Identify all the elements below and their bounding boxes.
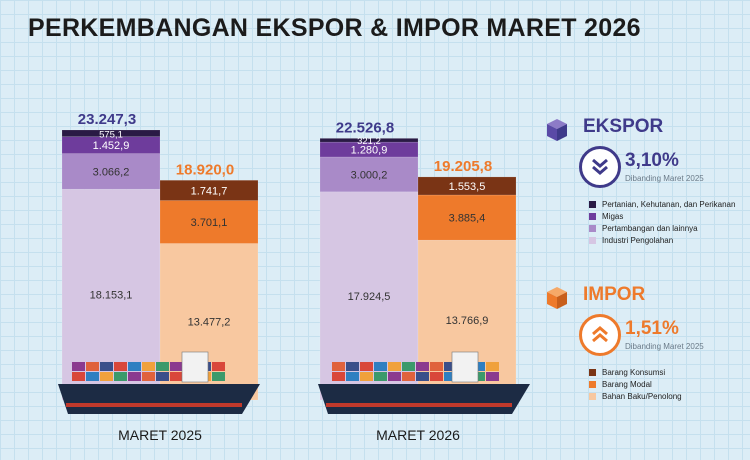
impor-legend: IMPOR 1,51% Dibanding Maret 2025 Barang … [543, 282, 748, 401]
ekspor-legend: EKSPOR 3,10% Dibanding Maret 2025 Pertan… [543, 114, 748, 245]
impor-header: IMPOR [543, 282, 748, 312]
data-label: 575,1 [99, 129, 123, 140]
ekspor-label: EKSPOR [583, 116, 664, 137]
legend-item-label: Barang Konsumsi [602, 367, 666, 377]
category-label: MARET 2025 [118, 427, 202, 443]
chevrons-down-icon [579, 146, 621, 188]
ekspor-compare: Dibanding Maret 2025 [625, 174, 704, 183]
legend-item-label: Barang Modal [602, 379, 652, 389]
bar-segment [417, 176, 517, 196]
data-label: 13.477,2 [188, 317, 231, 329]
data-label: 17.924,5 [348, 291, 391, 303]
impor-cube-icon [547, 287, 567, 309]
legend-item: Industri Pengolahan [589, 234, 735, 246]
data-label: 3.701,1 [191, 217, 228, 229]
legend-swatch [589, 212, 596, 220]
legend-swatch [589, 200, 596, 208]
legend-swatch [589, 368, 596, 376]
ekspor-header: EKSPOR [543, 114, 748, 144]
legend-item: Bahan Baku/Penolong [589, 390, 682, 402]
data-label: 1.741,7 [191, 185, 228, 197]
impor-compare: Dibanding Maret 2025 [625, 342, 704, 351]
legend-item: Barang Modal [589, 378, 682, 390]
ekspor-change: 3,10% [625, 150, 679, 171]
data-label: 3.066,2 [93, 166, 130, 178]
bar-segment [319, 138, 419, 143]
chevrons-up-icon [579, 314, 621, 356]
impor-legend-items: Barang Konsumsi Barang Modal Bahan Baku/… [589, 366, 682, 402]
data-label: 3.000,2 [351, 169, 388, 181]
cargo-ship-icon [318, 351, 530, 414]
total-label: 18.920,0 [176, 161, 234, 178]
legend-item-label: Industri Pengolahan [602, 235, 674, 245]
impor-label: IMPOR [583, 284, 646, 305]
legend-swatch [589, 392, 596, 400]
legend-item: Pertanian, Kehutanan, dan Perikanan [589, 198, 735, 210]
bar-segment [159, 200, 259, 244]
bar-segment [417, 194, 517, 241]
ekspor-legend-items: Pertanian, Kehutanan, dan Perikanan Miga… [589, 198, 735, 246]
legend-swatch [589, 236, 596, 244]
cargo-ship-icon [58, 351, 260, 414]
data-label: 13.766,9 [446, 315, 489, 327]
legend-item: Pertambangan dan lainnya [589, 222, 735, 234]
total-label: 22.526,8 [336, 119, 394, 136]
data-label: 18.153,1 [90, 290, 133, 302]
data-label: 1.553,5 [449, 181, 486, 193]
legend-item-label: Pertanian, Kehutanan, dan Perikanan [602, 199, 736, 209]
data-label: 1.452,9 [93, 140, 130, 152]
bar-segment [61, 129, 161, 137]
legend-item: Barang Konsumsi [589, 366, 682, 378]
total-label: 23.247,3 [78, 111, 136, 128]
impor-change: 1,51% [625, 318, 679, 339]
legend-item: Migas [589, 210, 735, 222]
legend-item-label: Pertambangan dan lainnya [602, 223, 698, 233]
total-label: 19.205,8 [434, 158, 492, 175]
page-title: PERKEMBANGAN EKSPOR & IMPOR MARET 2026 [28, 14, 641, 42]
ekspor-cube-icon [547, 119, 567, 141]
legend-item-label: Migas [602, 211, 624, 221]
data-label: 3.885,4 [449, 213, 486, 225]
category-label: MARET 2026 [376, 427, 460, 443]
legend-swatch [589, 380, 596, 388]
data-label: 1.280,9 [351, 145, 388, 157]
data-label: 321,2 [357, 136, 381, 147]
bar-segment [159, 180, 259, 201]
legend-swatch [589, 224, 596, 232]
legend-item-label: Bahan Baku/Penolong [602, 391, 682, 401]
